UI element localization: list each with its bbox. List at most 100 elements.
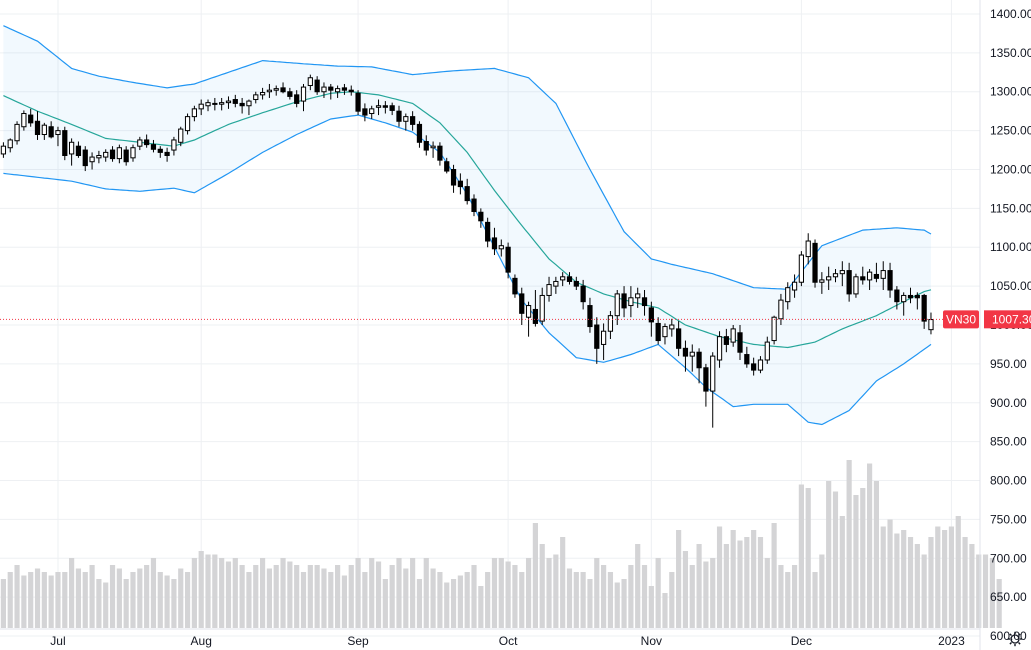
candle[interactable] (764, 336, 770, 364)
candle[interactable] (730, 325, 736, 347)
candle[interactable] (205, 99, 211, 112)
candle[interactable] (655, 317, 661, 345)
candle[interactable] (628, 286, 634, 318)
candle[interactable] (273, 85, 279, 96)
candle[interactable] (144, 134, 150, 148)
candle[interactable] (594, 317, 600, 364)
candle[interactable] (744, 346, 750, 368)
candle[interactable] (314, 76, 320, 95)
candle[interactable] (846, 262, 852, 302)
candle[interactable] (34, 111, 41, 140)
candle[interactable] (478, 208, 484, 228)
candle[interactable] (341, 83, 348, 95)
candle[interactable] (921, 293, 927, 329)
candle[interactable] (512, 274, 518, 298)
candle[interactable] (375, 99, 382, 116)
candle[interactable] (130, 144, 136, 162)
candle[interactable] (635, 287, 641, 308)
candle[interactable] (580, 279, 586, 310)
candle[interactable] (191, 105, 197, 122)
candle[interactable] (369, 105, 375, 119)
candle[interactable] (48, 121, 54, 139)
candle[interactable] (41, 122, 47, 140)
candle[interactable] (703, 363, 709, 407)
candle[interactable] (532, 290, 539, 327)
candle[interactable] (55, 126, 61, 147)
candle[interactable] (907, 287, 914, 304)
candle[interactable] (96, 150, 102, 164)
candle[interactable] (212, 97, 218, 111)
candle[interactable] (321, 82, 327, 98)
candle[interactable] (334, 85, 341, 98)
candle[interactable] (546, 276, 552, 302)
candle[interactable] (103, 149, 109, 162)
candle[interactable] (553, 276, 559, 294)
candle[interactable] (866, 269, 873, 291)
candle[interactable] (505, 242, 511, 279)
candle[interactable] (669, 318, 675, 337)
candle[interactable] (219, 97, 225, 111)
candle[interactable] (0, 142, 7, 158)
candle[interactable] (62, 126, 68, 161)
candle[interactable] (600, 323, 607, 360)
candle[interactable] (178, 126, 184, 147)
candle[interactable] (539, 287, 545, 325)
candle[interactable] (157, 146, 163, 158)
candle[interactable] (662, 323, 668, 345)
candle[interactable] (280, 82, 286, 94)
candle[interactable] (355, 90, 361, 116)
candle[interactable] (396, 105, 402, 127)
candle[interactable] (812, 239, 818, 288)
candle[interactable] (328, 83, 334, 100)
candle[interactable] (362, 103, 368, 122)
candle[interactable] (498, 239, 504, 257)
candle[interactable] (259, 87, 266, 100)
candle[interactable] (307, 74, 313, 91)
candle[interactable] (819, 272, 825, 294)
candle[interactable] (901, 292, 907, 316)
candle[interactable] (21, 110, 27, 131)
candle[interactable] (716, 331, 723, 368)
candle[interactable] (198, 99, 204, 116)
candle[interactable] (430, 141, 436, 158)
gear-icon[interactable] (1007, 631, 1023, 647)
candle[interactable] (457, 173, 463, 195)
candle[interactable] (75, 141, 82, 158)
candle[interactable] (287, 87, 293, 100)
candle[interactable] (839, 261, 845, 287)
candle[interactable] (798, 251, 805, 287)
candle[interactable] (491, 227, 498, 256)
candle[interactable] (587, 297, 593, 333)
candle[interactable] (348, 85, 354, 96)
candle[interactable] (826, 266, 832, 291)
candle[interactable] (116, 144, 122, 164)
candle[interactable] (689, 344, 695, 372)
candle[interactable] (137, 136, 143, 151)
candle[interactable] (450, 164, 457, 193)
candle[interactable] (403, 113, 409, 131)
candle[interactable] (751, 357, 757, 376)
time-axis[interactable]: Jul Aug Sep Oct Nov Dec 2023 (0, 628, 980, 648)
candle[interactable] (416, 121, 423, 148)
candle[interactable] (621, 286, 627, 318)
candle[interactable] (894, 286, 900, 310)
candle[interactable] (880, 261, 886, 291)
candle[interactable] (294, 90, 300, 108)
candle[interactable] (560, 272, 566, 287)
candle[interactable] (757, 356, 764, 374)
candle[interactable] (444, 157, 450, 174)
candle[interactable] (82, 146, 88, 172)
candle[interactable] (464, 178, 470, 205)
candle[interactable] (150, 139, 157, 153)
candle[interactable] (225, 96, 232, 109)
candle[interactable] (573, 276, 579, 291)
candle[interactable] (566, 272, 573, 285)
candle[interactable] (519, 287, 525, 325)
candle[interactable] (832, 269, 839, 283)
candle[interactable] (28, 108, 34, 127)
candle[interactable] (860, 266, 866, 285)
candle[interactable] (710, 352, 716, 428)
candle[interactable] (853, 273, 859, 298)
candle[interactable] (410, 111, 416, 131)
